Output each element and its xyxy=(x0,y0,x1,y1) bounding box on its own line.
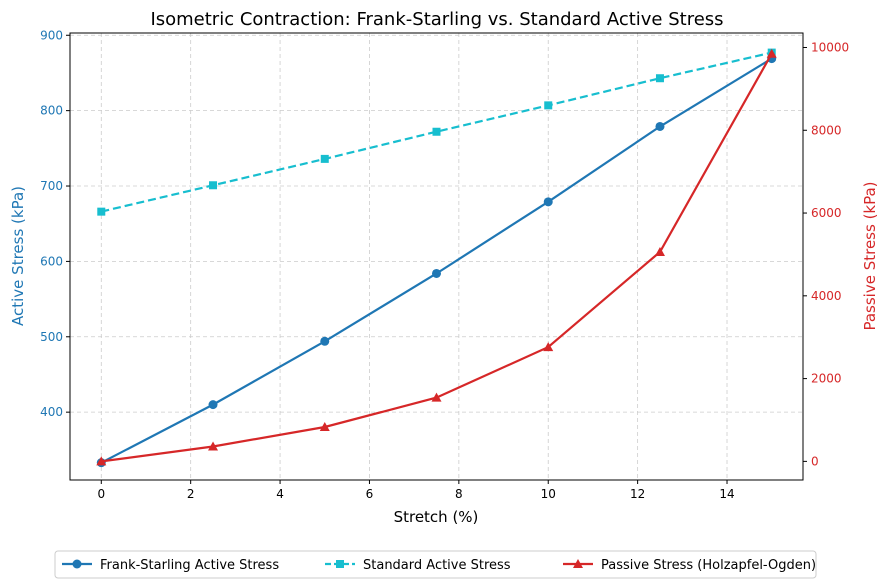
grid xyxy=(70,33,803,480)
chart-title: Isometric Contraction: Frank-Starling vs… xyxy=(150,9,723,30)
data-point xyxy=(766,48,777,58)
y-right-tick-label: 0 xyxy=(811,454,819,468)
y-right-tick-label: 4000 xyxy=(811,289,842,303)
data-point xyxy=(208,400,218,410)
x-tick-label: 6 xyxy=(366,487,374,501)
y-right-tick-label: 8000 xyxy=(811,123,842,137)
legend-label: Standard Active Stress xyxy=(363,558,511,573)
data-point xyxy=(96,456,107,466)
legend: Frank-Starling Active Stress Standard Act… xyxy=(54,550,817,579)
legend-item: Frank-Starling Active Stress xyxy=(62,558,279,573)
y-left-tick-label: 800 xyxy=(40,104,63,118)
x-tick-label: 4 xyxy=(276,487,284,501)
plot-frame xyxy=(69,32,804,481)
legend-item: Standard Active Stress xyxy=(325,558,511,573)
legend-box xyxy=(54,550,817,579)
data-point xyxy=(654,246,665,256)
x-tick-label: 14 xyxy=(719,487,734,501)
data-point xyxy=(432,268,441,278)
y-right-tick-label: 2000 xyxy=(811,372,842,386)
data-point xyxy=(320,336,330,346)
data-point xyxy=(431,392,442,402)
x-axis-title: Stretch (%) xyxy=(394,508,479,526)
series-1 xyxy=(96,54,777,468)
series-layer xyxy=(96,48,777,468)
y-left-tick-label: 900 xyxy=(40,28,63,42)
data-point xyxy=(319,422,330,432)
legend-label: Passive Stress (Holzapfel-Ogden) xyxy=(601,558,816,573)
series-line xyxy=(100,57,773,464)
y-axis-left: 400 500 600 700 800 900 xyxy=(40,28,70,419)
y-axis-right: 0 2000 4000 6000 8000 10000 xyxy=(803,40,849,468)
data-point xyxy=(432,127,441,136)
data-point xyxy=(544,101,553,110)
legend-label: Frank-Starling Active Stress xyxy=(100,558,279,573)
data-point xyxy=(208,441,219,451)
data-point xyxy=(543,197,553,207)
y-left-tick-label: 500 xyxy=(40,330,63,344)
x-tick-label: 2 xyxy=(187,487,195,501)
data-point xyxy=(320,154,329,163)
y-axis-left-title: Active Stress (kPa) xyxy=(9,186,27,326)
y-left-tick-label: 700 xyxy=(40,179,63,193)
y-axis-right-title: Passive Stress (kPa) xyxy=(861,181,879,330)
x-axis: 0 2 4 6 8 10 12 14 xyxy=(97,480,735,501)
legend-marker xyxy=(336,560,344,568)
series-2 xyxy=(97,48,776,216)
x-tick-label: 12 xyxy=(630,487,645,501)
legend-item: Passive Stress (Holzapfel-Ogden) xyxy=(563,558,816,573)
legend-marker xyxy=(72,559,82,569)
data-point xyxy=(97,207,106,216)
y-left-tick-label: 400 xyxy=(40,405,63,419)
x-tick-label: 0 xyxy=(97,487,105,501)
data-point xyxy=(655,74,664,83)
y-right-tick-label: 10000 xyxy=(811,40,849,54)
x-tick-label: 8 xyxy=(455,487,463,501)
legend-marker xyxy=(573,559,583,568)
series-3 xyxy=(96,48,777,466)
data-point xyxy=(655,121,665,131)
y-right-tick-label: 6000 xyxy=(811,206,842,220)
x-tick-label: 10 xyxy=(541,487,556,501)
data-point xyxy=(543,342,554,352)
data-point xyxy=(209,181,218,190)
y-left-tick-label: 600 xyxy=(40,254,63,268)
